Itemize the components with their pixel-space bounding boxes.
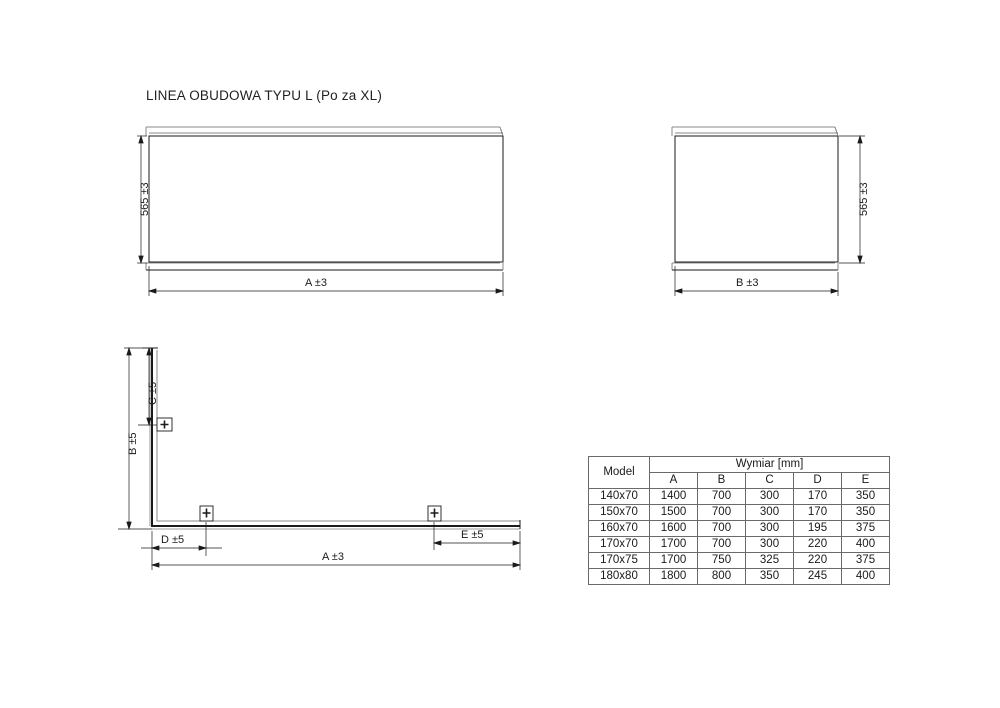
table-row: 150x70 1500 700 300 170 350: [588, 504, 890, 521]
table-header-d: D: [793, 472, 842, 489]
cell-b: 700: [697, 520, 746, 537]
cell-b: 700: [697, 488, 746, 505]
cell-model: 170x70: [588, 536, 650, 553]
table-row: 170x70 1700 700 300 220 400: [588, 536, 890, 553]
cell-e: 400: [841, 536, 890, 553]
table-header-b: B: [697, 472, 746, 489]
cell-e: 350: [841, 488, 890, 505]
side-width-dimension: B ±3: [736, 277, 759, 289]
table-row: 160x70 1600 700 300 195 375: [588, 520, 890, 537]
dimension-table: Model Wymiar [mm] A B C D E 140x70 1400 …: [588, 456, 890, 585]
table-row: 170x75 1700 750 325 220 375: [588, 552, 890, 569]
table-header-a: A: [649, 472, 698, 489]
front-panel-view: 565 ±3 A ±3: [0, 0, 620, 320]
front-height-dimension: 565 ±3: [139, 182, 151, 216]
cell-model: 140x70: [588, 488, 650, 505]
plan-e-dimension: E ±5: [461, 529, 484, 541]
table-header-e: E: [841, 472, 890, 489]
table-header-c: C: [745, 472, 794, 489]
side-height-dimension: 565 ±3: [858, 182, 870, 216]
plan-b-dimension: B ±5: [127, 432, 139, 455]
table-header-row-2: A B C D E: [589, 472, 890, 489]
cell-d: 195: [793, 520, 842, 537]
cell-c: 300: [745, 536, 794, 553]
cell-c: 300: [745, 520, 794, 537]
front-width-dimension: A ±3: [305, 277, 327, 289]
l-profile-plan-view: B ±5 C ±5 D ±5 E ±5 A ±3: [0, 330, 620, 590]
cell-d: 245: [793, 568, 842, 585]
cell-e: 400: [841, 568, 890, 585]
cell-d: 220: [793, 536, 842, 553]
cell-b: 800: [697, 568, 746, 585]
cell-a: 1700: [649, 536, 698, 553]
cell-b: 700: [697, 504, 746, 521]
cell-b: 750: [697, 552, 746, 569]
cell-a: 1800: [649, 568, 698, 585]
cell-c: 300: [745, 504, 794, 521]
plan-c-dimension: C ±5: [147, 381, 159, 405]
cell-model: 170x75: [588, 552, 650, 569]
cell-a: 1600: [649, 520, 698, 537]
table-header-row-1: Model Wymiar [mm]: [588, 456, 890, 489]
cell-model: 160x70: [588, 520, 650, 537]
page-title: LINEA OBUDOWA TYPU L (Po za XL): [146, 88, 383, 103]
side-panel-view: 565 ±3 B ±3: [620, 0, 1000, 320]
mounting-bracket-icon: [199, 505, 214, 522]
cell-d: 220: [793, 552, 842, 569]
cell-c: 350: [745, 568, 794, 585]
cell-model: 180x80: [588, 568, 650, 585]
table-body: 140x70 1400 700 300 170 350 150x70 1500 …: [588, 488, 890, 585]
cell-c: 300: [745, 488, 794, 505]
cell-c: 325: [745, 552, 794, 569]
cell-e: 375: [841, 552, 890, 569]
cell-e: 375: [841, 520, 890, 537]
plan-a-dimension: A ±3: [322, 551, 344, 563]
cell-e: 350: [841, 504, 890, 521]
table-header-model: Model: [588, 456, 650, 489]
plan-d-dimension: D ±5: [161, 534, 185, 546]
cell-b: 700: [697, 536, 746, 553]
table-header-group: Wymiar [mm]: [649, 456, 890, 473]
cell-model: 150x70: [588, 504, 650, 521]
cell-a: 1400: [649, 488, 698, 505]
cell-a: 1700: [649, 552, 698, 569]
cell-a: 1500: [649, 504, 698, 521]
mounting-bracket-icon: [427, 505, 442, 522]
table-row: 180x80 1800 800 350 245 400: [588, 568, 890, 585]
cell-d: 170: [793, 504, 842, 521]
mounting-bracket-icon: [156, 417, 173, 432]
cell-d: 170: [793, 488, 842, 505]
table-row: 140x70 1400 700 300 170 350: [588, 488, 890, 505]
